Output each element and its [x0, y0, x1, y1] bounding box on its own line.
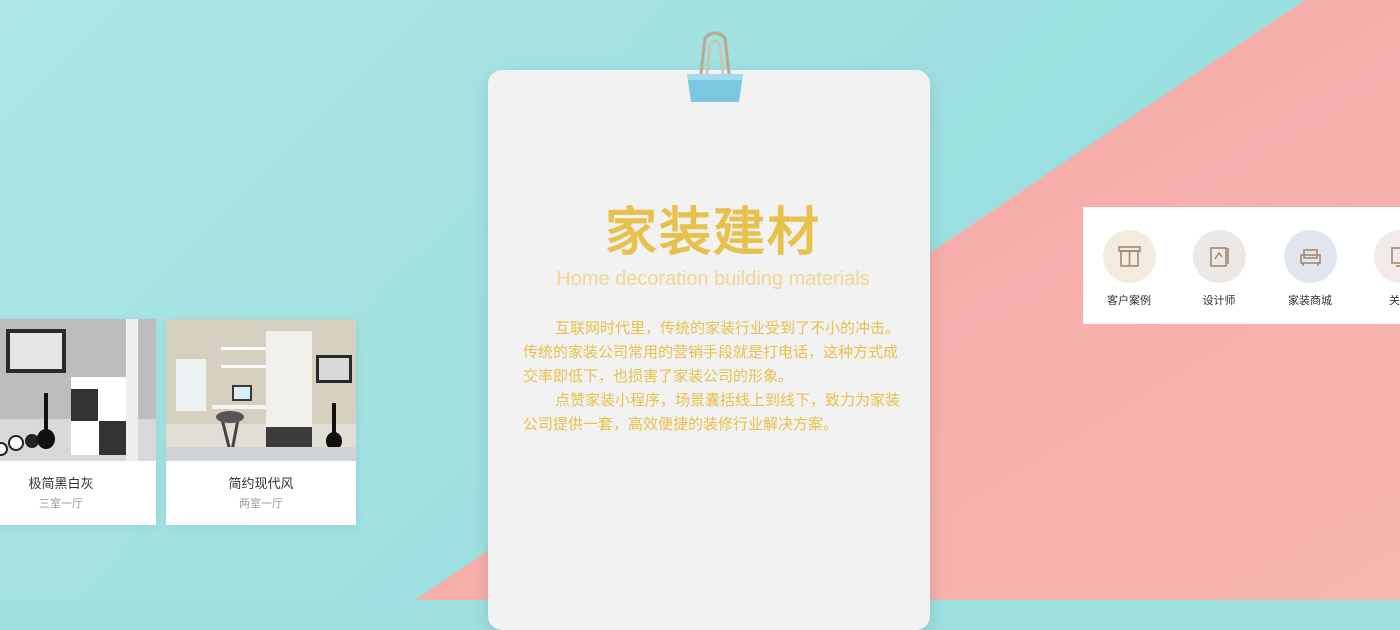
menu-label: 设计师 [1202, 294, 1236, 307]
menu-label: 客户案例 [1107, 294, 1151, 307]
case-photo [0, 319, 156, 461]
feature-menu: 客户案例 设计师 家装商城 关于 [1083, 207, 1400, 324]
case-card[interactable]: 简约现代风 两室一厅 [166, 319, 356, 525]
about-icon [1391, 247, 1400, 267]
case-name: 简约现代风 [228, 477, 294, 492]
menu-item-mall[interactable]: 家装商城 [1270, 230, 1350, 310]
case-rooms: 三室一厅 [39, 497, 83, 510]
case-rooms: 两室一厅 [239, 497, 283, 510]
menu-item-about[interactable]: 关于 [1360, 230, 1400, 310]
page-title: 家装建材 [604, 203, 821, 263]
page-subtitle: Home decoration building materials [556, 268, 870, 290]
case-icon [1118, 246, 1141, 267]
paper-sheet [488, 70, 930, 630]
menu-icon-circle [1284, 230, 1337, 283]
menu-icon-circle [1103, 230, 1156, 283]
description-paragraph-1: 互联网时代里，传统的家装行业受到了不小的冲击。传统的家装公司常用的营销手段就是打… [523, 319, 901, 385]
menu-icon-circle [1193, 230, 1246, 283]
designer-icon [1210, 247, 1229, 267]
menu-item-designer[interactable]: 设计师 [1179, 230, 1259, 310]
case-name: 极简黑白灰 [28, 477, 94, 492]
description-paragraph-2: 点赞家装小程序，场景囊括线上到线下，致力为家装公司提供一套，高效便捷的装修行业解… [523, 391, 901, 433]
case-card[interactable]: 极简黑白灰 三室一厅 [0, 319, 156, 525]
menu-item-cases[interactable]: 客户案例 [1089, 230, 1169, 310]
case-photo [166, 319, 356, 461]
sofa-icon [1300, 249, 1321, 266]
menu-icon-circle [1374, 230, 1400, 283]
menu-label: 关于 [1389, 294, 1400, 307]
binder-clip-icon [687, 31, 743, 102]
menu-label: 家装商城 [1288, 294, 1332, 307]
description: 互联网时代里，传统的家装行业受到了不小的冲击。传统的家装公司常用的营销手段就是打… [523, 316, 905, 436]
